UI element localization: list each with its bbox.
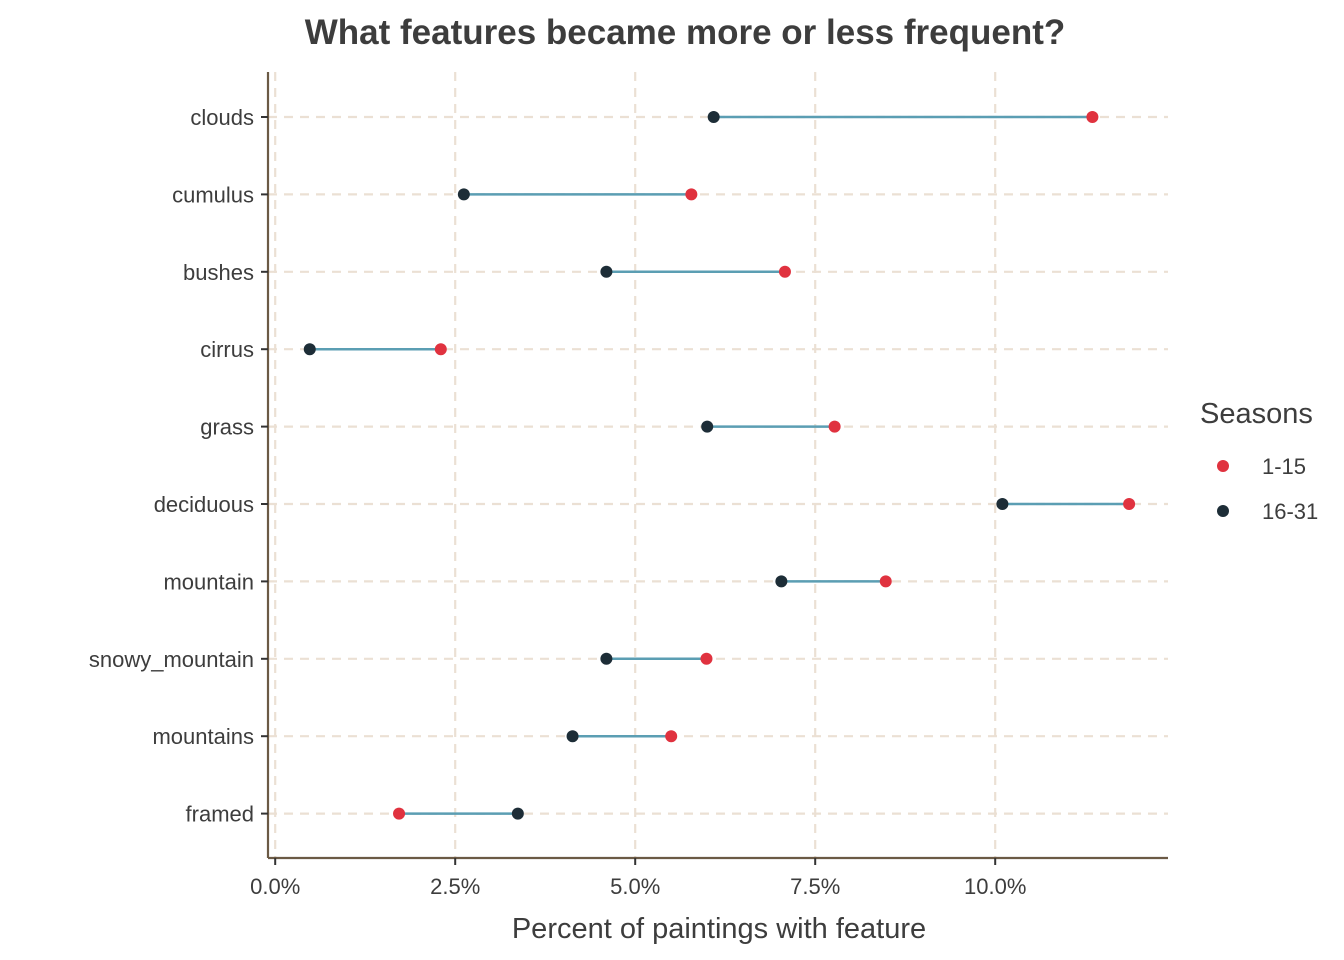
x-tick-label: 5.0%: [610, 874, 660, 899]
data-point: [879, 575, 892, 588]
data-point: [1123, 498, 1136, 510]
data-point: [566, 730, 579, 743]
x-tick-label: 7.5%: [790, 874, 840, 899]
y-tick-label: cumulus: [172, 182, 254, 207]
data-point: [303, 343, 316, 356]
x-axis-title: Percent of paintings with feature: [512, 913, 926, 945]
points: [303, 111, 1136, 820]
segments: [309, 115, 1130, 815]
data-point: [996, 498, 1009, 510]
grid-lines: [268, 72, 1168, 858]
data-point: [701, 420, 714, 433]
y-tick-label: cirrus: [200, 337, 254, 362]
data-point: [775, 575, 788, 588]
data-point: [511, 807, 524, 820]
data-point: [457, 188, 470, 201]
x-tick-label: 10.0%: [964, 874, 1026, 899]
y-tick-label: mountain: [163, 569, 254, 594]
legend-key: [1217, 460, 1229, 472]
data-point: [434, 343, 447, 356]
data-point: [600, 265, 613, 278]
legend-title: Seasons: [1200, 398, 1313, 430]
legend: Seasons 1-15 16-31: [1200, 398, 1318, 524]
labels: clouds cumulus bushes cirrus grass deciduous m…: [89, 105, 1027, 899]
legend-label: 1-15: [1262, 454, 1306, 479]
data-point: [1086, 111, 1099, 123]
legend-key: [1217, 505, 1229, 517]
data-point: [700, 652, 713, 665]
y-tick-label: deciduous: [154, 492, 254, 517]
chart-title: What features became more or less freque…: [305, 13, 1066, 52]
data-point: [665, 730, 678, 743]
y-tick-label: snowy_mountain: [89, 647, 254, 672]
y-tick-label: clouds: [190, 105, 254, 130]
y-tick-label: grass: [200, 415, 254, 440]
y-tick-label: framed: [186, 802, 254, 827]
data-point: [828, 420, 841, 433]
legend-label: 16-31: [1262, 499, 1318, 524]
axes: [261, 72, 1168, 865]
x-tick-label: 0.0%: [250, 874, 300, 899]
data-point: [393, 807, 406, 820]
y-tick-label: mountains: [152, 724, 254, 749]
data-point: [600, 652, 613, 665]
data-point: [685, 188, 698, 201]
data-point: [778, 265, 791, 278]
y-tick-label: bushes: [183, 260, 254, 285]
data-point: [707, 111, 720, 123]
x-tick-label: 2.5%: [430, 874, 480, 899]
